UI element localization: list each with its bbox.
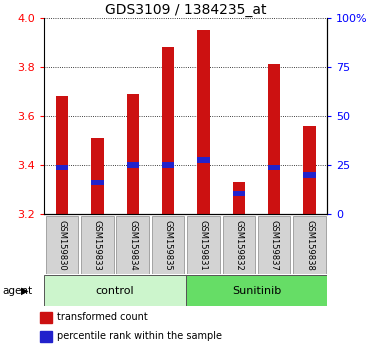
Bar [91, 179, 104, 185]
Bar [91, 138, 104, 214]
Bar [81, 216, 114, 274]
Bar [258, 216, 290, 274]
Bar [268, 64, 280, 214]
Bar [197, 30, 210, 214]
Bar [268, 165, 280, 170]
Bar [187, 216, 220, 274]
Text: GSM159838: GSM159838 [305, 220, 314, 270]
Bar [223, 216, 255, 274]
Text: GSM159837: GSM159837 [270, 220, 279, 270]
Title: GDS3109 / 1384235_at: GDS3109 / 1384235_at [105, 3, 266, 17]
Text: GSM159833: GSM159833 [93, 220, 102, 270]
Text: Sunitinib: Sunitinib [232, 286, 281, 296]
Text: GSM159832: GSM159832 [234, 220, 243, 270]
Text: ▶: ▶ [21, 286, 28, 296]
Bar [44, 275, 186, 306]
Bar [293, 216, 326, 274]
Text: GSM159834: GSM159834 [128, 220, 137, 270]
Text: GSM159830: GSM159830 [57, 220, 67, 270]
Bar [303, 172, 316, 178]
Bar [40, 312, 52, 323]
Bar [152, 216, 184, 274]
Bar [233, 190, 245, 196]
Bar [46, 216, 78, 274]
Bar [233, 182, 245, 214]
Bar [162, 47, 174, 214]
Bar [186, 275, 327, 306]
Bar [116, 216, 149, 274]
Bar [127, 94, 139, 214]
Text: GSM159835: GSM159835 [164, 220, 172, 270]
Text: transformed count: transformed count [57, 313, 147, 322]
Bar [303, 126, 316, 214]
Bar [40, 331, 52, 342]
Text: agent: agent [2, 286, 32, 296]
Bar [127, 162, 139, 168]
Text: percentile rank within the sample: percentile rank within the sample [57, 331, 222, 341]
Text: GSM159831: GSM159831 [199, 220, 208, 270]
Bar [56, 96, 68, 214]
Bar [197, 158, 210, 163]
Bar [56, 165, 68, 170]
Bar [162, 162, 174, 168]
Text: control: control [96, 286, 134, 296]
